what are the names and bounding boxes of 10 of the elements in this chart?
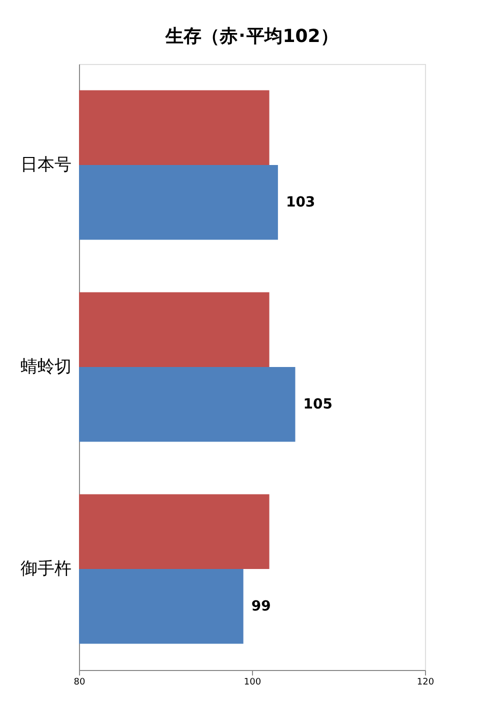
- chart-title: 生存（赤･平均102）: [164, 26, 338, 47]
- x-tick-label: 80: [74, 678, 86, 688]
- x-tick-label: 100: [244, 678, 262, 688]
- y-tick-label: 日本号: [20, 155, 72, 175]
- data-label: 99: [251, 598, 271, 614]
- y-tick-label: 御手杵: [20, 559, 72, 579]
- data-label: 103: [286, 194, 316, 210]
- y-tick-label: 蜻蛉切: [20, 357, 72, 377]
- data-label: 105: [303, 396, 332, 412]
- x-tick-label: 120: [416, 678, 434, 688]
